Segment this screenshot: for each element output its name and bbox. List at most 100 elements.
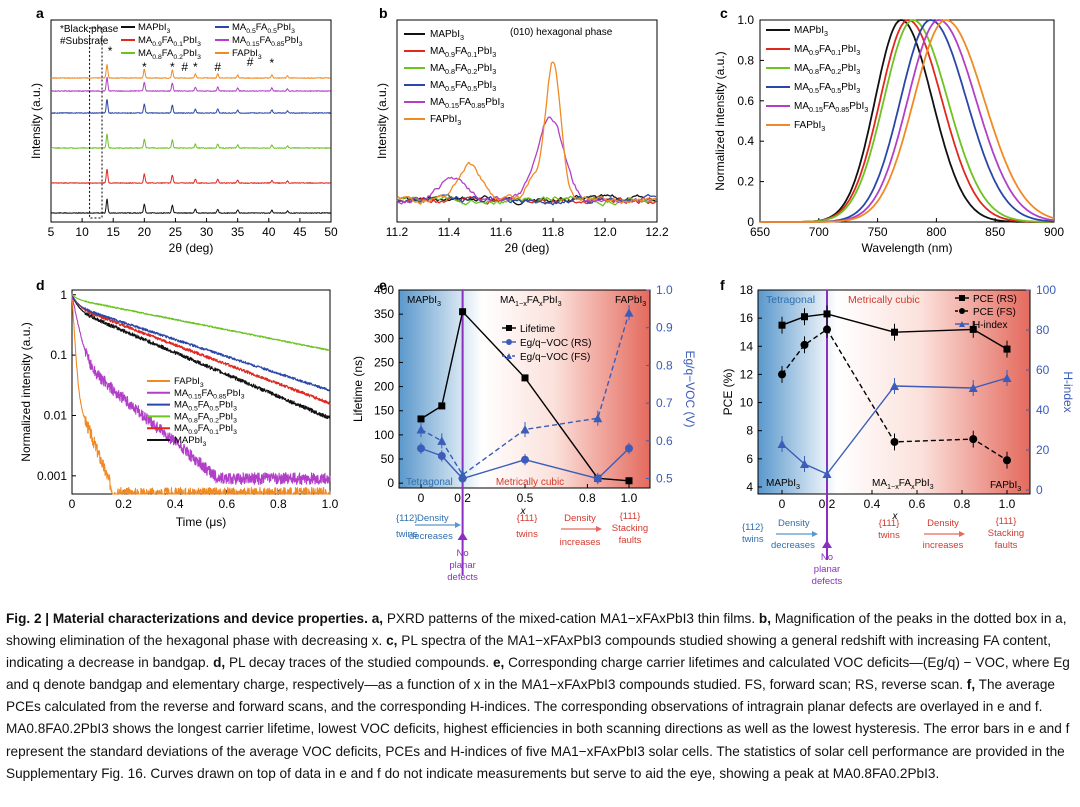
formula-part: FA <box>823 101 836 112</box>
formula-part: 0.2 <box>209 417 219 424</box>
ann-stacking-line2: Stacking <box>988 528 1024 539</box>
x-tick-label: 700 <box>809 225 829 239</box>
y-tick-label: 12 <box>740 367 754 381</box>
xrd-trace <box>51 199 331 213</box>
y-tick-label: 8 <box>746 424 753 438</box>
formula-part: Pb <box>841 82 854 93</box>
formula-part: 3 <box>233 429 237 436</box>
y-tick-label: 1 <box>60 288 67 302</box>
xrd-trace <box>51 100 331 114</box>
formula-part: 0.5 <box>445 84 455 93</box>
formula-part: MA <box>174 423 189 434</box>
xrd-zoom-trace <box>397 117 656 204</box>
formula-part: 3 <box>821 124 825 133</box>
voc-rs-point <box>594 475 602 483</box>
legend-entry: H-index <box>973 320 1007 331</box>
ann-arrowhead <box>959 531 965 537</box>
ann-stacking: {111} <box>620 511 641 522</box>
formula-part: 0.85 <box>271 41 284 48</box>
formula-part: Pb <box>226 388 238 399</box>
caption-text-f: The average PCEs calculated from the rev… <box>6 677 1069 780</box>
formula-part: MA <box>794 82 809 93</box>
region-tetragonal: Tetragonal <box>766 294 815 306</box>
formula-part: Pb <box>806 120 819 131</box>
formula-part: Pb <box>152 22 164 33</box>
formula-part: Pb <box>809 25 822 36</box>
lifetime-point <box>418 415 425 422</box>
caption-title: Fig. 2 | Material characterizations and … <box>6 611 368 626</box>
formula-part: MA <box>872 478 887 489</box>
ann-no-planar-line2: planar <box>449 560 475 571</box>
voc-rs-point <box>521 456 529 464</box>
x-tick-label: 0.4 <box>864 497 881 511</box>
caption-panel-ref: a, <box>372 611 383 626</box>
dotted-box <box>90 28 102 218</box>
formula-part: Pb <box>422 295 435 306</box>
formula-part: MA <box>794 44 809 55</box>
black-phase-marker: * <box>193 60 198 74</box>
x-tick-label: 5 <box>48 225 55 239</box>
y-tick-label: 100 <box>374 428 394 442</box>
boundary-arrow <box>822 540 832 548</box>
y2-axis-label: H-index <box>1061 371 1075 412</box>
legend-entry: MAPbI3 <box>138 22 171 35</box>
x-tick-label: 750 <box>868 225 888 239</box>
formula-part: FA <box>794 120 807 131</box>
legend-note-black-phase: *Black phase <box>60 24 119 35</box>
x-tick-label: 11.4 <box>438 225 461 239</box>
formula-part: Pb <box>183 35 195 46</box>
caption-panel-ref: e, <box>493 655 504 670</box>
formula-part: 3 <box>856 86 860 95</box>
formula-part: 3 <box>1017 484 1021 493</box>
formula-part: 3 <box>864 105 868 114</box>
formula-part: 3 <box>642 299 646 308</box>
legend-entry: MA0.5FA0.5PbI3 <box>430 80 496 93</box>
legend-entry: PCE (FS) <box>973 307 1016 318</box>
ann-density-decreases: Density <box>778 518 810 529</box>
ann-density-decreases-line2: decreases <box>409 531 453 542</box>
x-tick-label: 11.6 <box>490 225 513 239</box>
formula-part: MA <box>138 35 153 46</box>
region-cubic: Metrically cubic <box>848 294 920 306</box>
formula-part: 3 <box>437 299 441 308</box>
y2-tick-label: 40 <box>1036 403 1050 417</box>
caption-panel-ref: c, <box>386 633 397 648</box>
y2-tick-label: 0.9 <box>656 321 673 335</box>
y-tick-label: 200 <box>374 380 394 394</box>
ann-arrowhead <box>812 531 818 537</box>
figure-canvas: a b cd e f5 10 15 20 25 30 35 40 45 502θ (deg)Intensi… <box>0 0 1080 600</box>
x-tick-label: 0.8 <box>954 497 971 511</box>
formula-part: FA <box>819 63 832 74</box>
caption-panel-ref: b, <box>759 611 771 626</box>
ann-no-planar-line3: defects <box>447 572 478 583</box>
ann-density-increases-line2: increases <box>923 540 964 551</box>
black-phase-marker: * <box>270 56 275 70</box>
legend-entry: MA0.15FA0.85PbI3 <box>430 97 504 110</box>
formula-part: FA <box>819 82 832 93</box>
legend-entry: Lifetime <box>520 324 555 335</box>
formula-part: Pb <box>277 22 289 33</box>
x-tick-label: 40 <box>262 225 276 239</box>
y-tick-label: 6 <box>746 452 753 466</box>
formula-part: 0.8 <box>188 417 198 424</box>
legend-entry: MA0.5FA0.5PbI3 <box>232 22 295 35</box>
legend-entry: MA0.9FA0.1PbI3 <box>138 35 201 48</box>
formula-part: Pb <box>477 63 490 74</box>
region-cubic: Metrically cubic <box>496 477 564 488</box>
formula-part: 0.85 <box>471 101 485 110</box>
legend-marker <box>959 308 965 314</box>
xrd-trace <box>51 134 331 148</box>
formula-part: 3 <box>203 441 207 448</box>
formula-part: FA <box>455 80 468 91</box>
formula-part: Pb <box>284 35 296 46</box>
pce-rs-point <box>801 313 808 320</box>
x-tick-label: 1.0 <box>621 491 638 505</box>
formula-part: Pb <box>627 295 640 306</box>
formula-part: 0.2 <box>831 67 841 76</box>
formula-part: MA <box>138 22 153 33</box>
formula-part: 3 <box>241 394 245 401</box>
y-axis-label: Normalized intensity (a.u.) <box>19 322 33 461</box>
formula-part: Pb <box>841 63 854 74</box>
ann-111-twins-line2: twins <box>516 529 538 540</box>
x-tick-label: 12.2 <box>645 225 669 239</box>
